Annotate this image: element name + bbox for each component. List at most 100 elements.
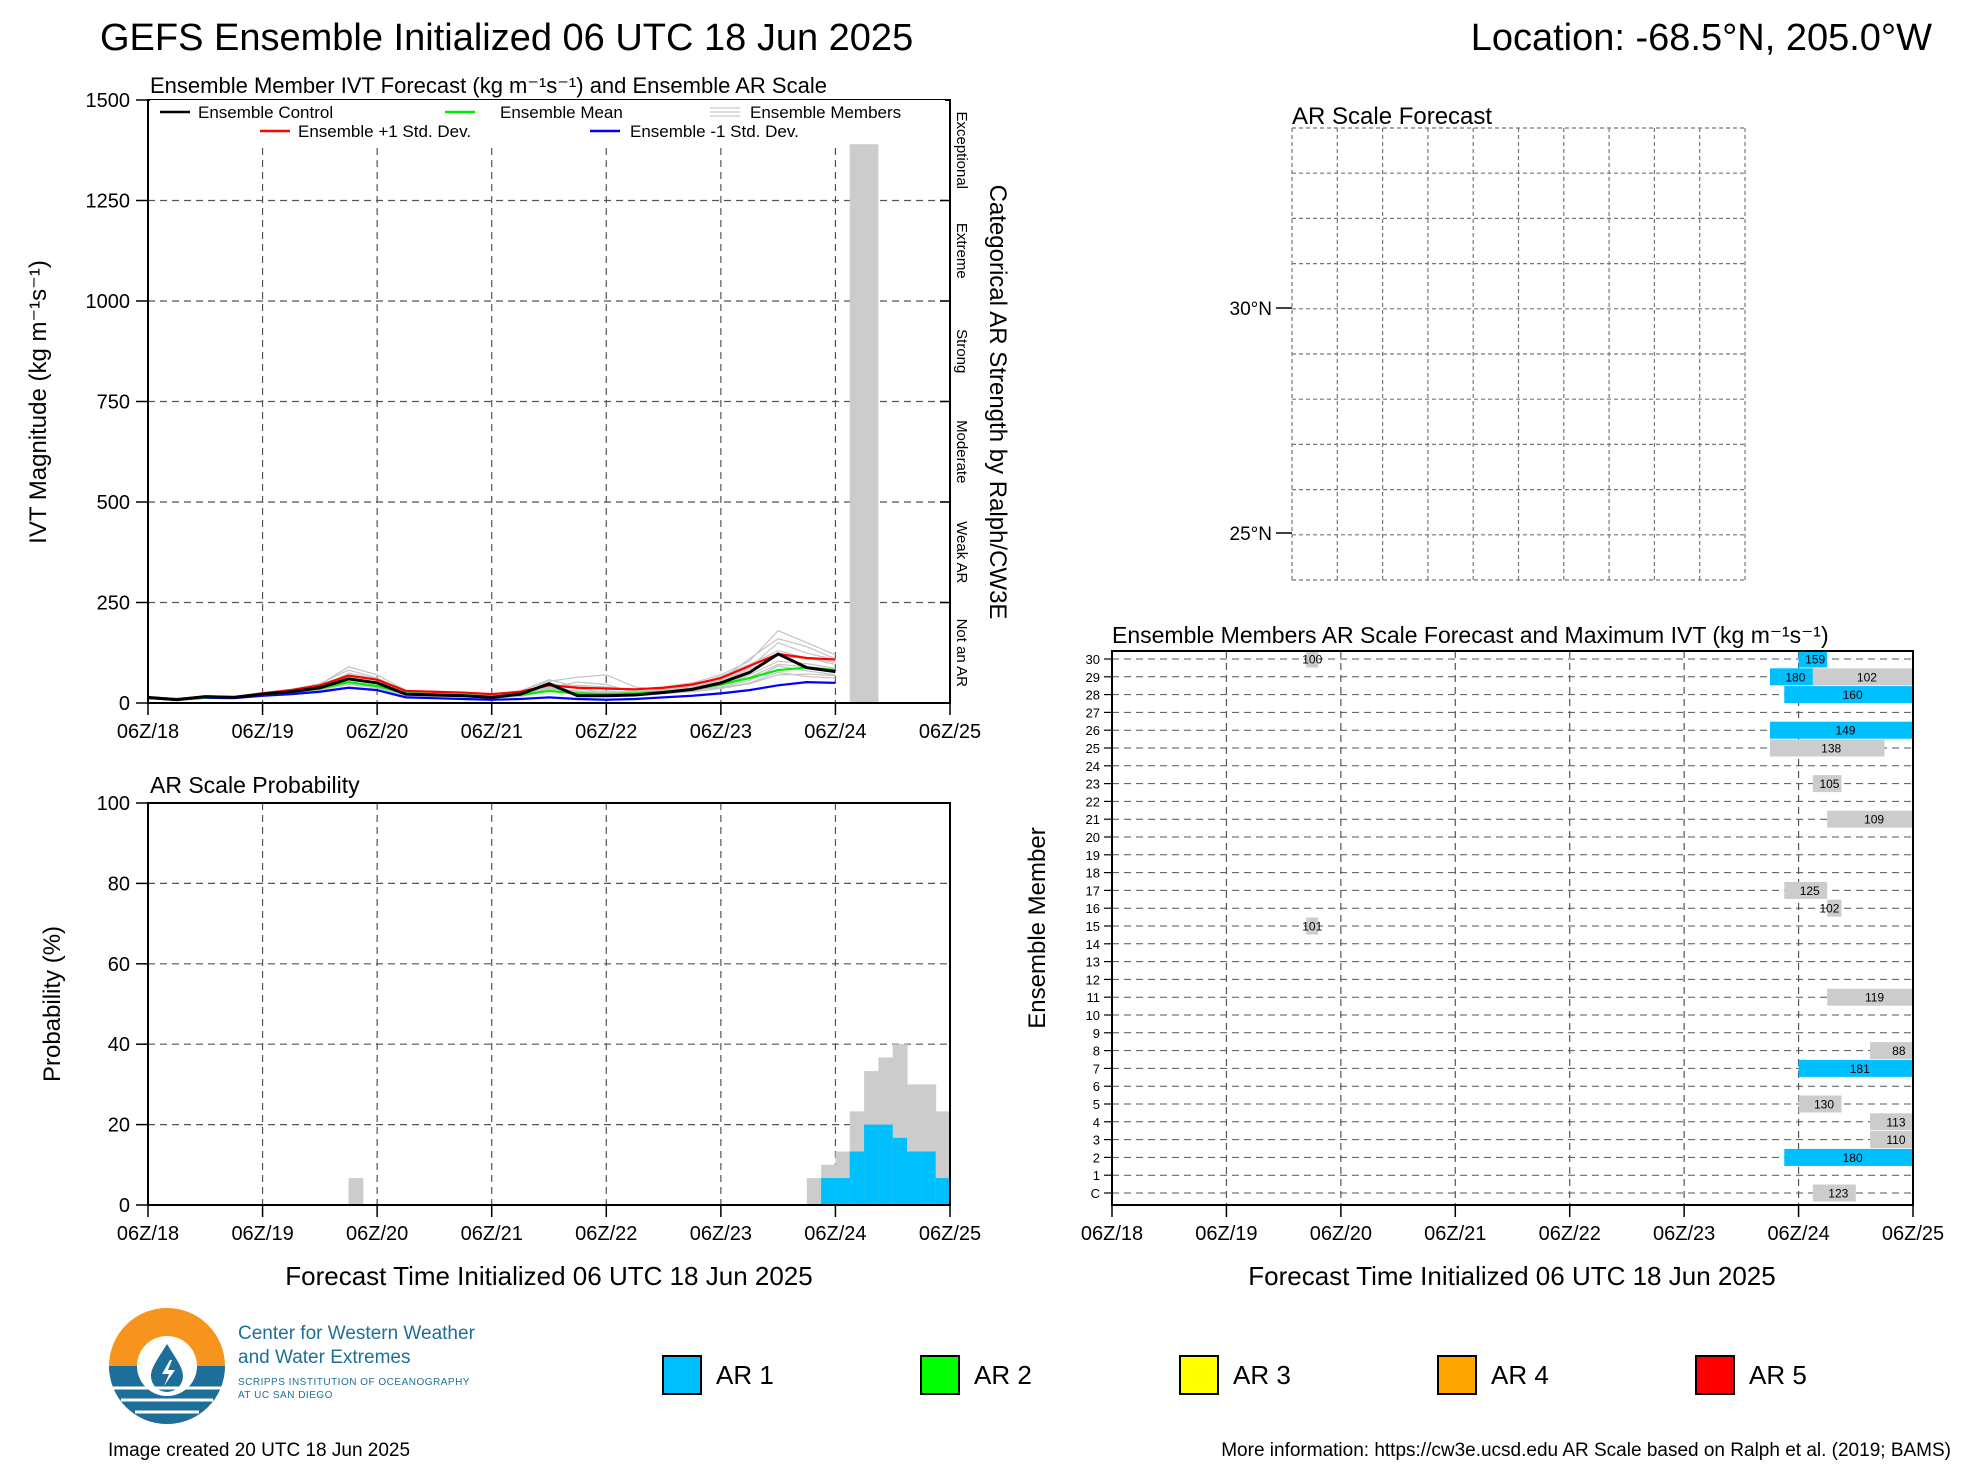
legend-ar2: AR 2 (920, 1353, 1032, 1397)
prob-total-bar (348, 1178, 364, 1205)
prob-ytick-label: 100 (97, 793, 130, 815)
legend-members-label: Ensemble Members (750, 103, 901, 122)
prob-ytick-label: 80 (108, 873, 130, 895)
legend-control: Ensemble Control (160, 103, 333, 122)
logo-name: Center for Western Weather and Water Ext… (238, 1322, 475, 1370)
image-created-note: Image created 20 UTC 18 Jun 2025 (108, 1440, 411, 1461)
members-xtick-label: 06Z/24 (1767, 1223, 1829, 1245)
members-ytick-label: 12 (1086, 972, 1100, 987)
prob-xtick-label: 06Z/20 (346, 1223, 408, 1245)
prob-xtick-label: 06Z/18 (117, 1223, 179, 1245)
logo-sub-line2: AT UC SAN DIEGO (238, 1390, 333, 1401)
prob-xtick-label: 06Z/23 (690, 1223, 752, 1245)
ivt-legend-box (150, 100, 945, 143)
members-ytick-label: 9 (1093, 1026, 1100, 1041)
ivt-xtick-label: 06Z/24 (804, 721, 866, 743)
members-ytick-label: 30 (1086, 652, 1100, 667)
map-grid (1291, 127, 1746, 581)
prob-ar1-bar (849, 1151, 865, 1205)
members-ytick-label: 27 (1086, 705, 1100, 720)
prob-axes: 0 20 40 60 80 100 06Z/18 06Z/19 06Z/20 06Z/21 06Z/… (97, 793, 982, 1245)
prob-ar1-bar (935, 1178, 951, 1205)
ivt-xtick-label: 06Z/19 (231, 721, 293, 743)
members-xtick-label: 06Z/20 (1310, 1223, 1372, 1245)
prob-ytick-label: 0 (119, 1195, 130, 1217)
prob-plot-frame (147, 802, 951, 1206)
members-ytick-label: 22 (1086, 794, 1100, 809)
map-axes: 30°N 25°N (1230, 299, 1292, 545)
prob-xtick-label: 06Z/24 (804, 1223, 866, 1245)
legend-ar1: AR 1 (662, 1353, 774, 1397)
member-event-max-ivt: 149 (1835, 724, 1855, 738)
legend-ar5-swatch (1695, 1355, 1735, 1395)
legend-minus-std: Ensemble -1 Std. Dev. (590, 122, 799, 141)
ivt-grid (148, 100, 950, 703)
member-event-bar (1812, 775, 1842, 793)
members-ytick-label: 6 (1093, 1079, 1100, 1094)
member-event-bar (1769, 668, 1813, 686)
ar-category-label: Moderate (953, 420, 970, 483)
legend-mean-label: Ensemble Mean (500, 103, 623, 122)
logo-sub-line1: SCRIPPS INSTITUTION OF OCEANOGRAPHY (238, 1377, 470, 1388)
ivt-right-label: Categorical AR Strength by Ralph/CW3E (984, 185, 1011, 620)
member-event-max-ivt: 159 (1805, 653, 1825, 667)
prob-ar1-bar (878, 1124, 894, 1205)
member-event-bar (1306, 917, 1319, 935)
member-event-bar (1870, 1042, 1913, 1060)
prob-ytick-label: 20 (108, 1115, 130, 1137)
member-event-max-ivt: 123 (1828, 1187, 1848, 1201)
ivt-ytick-label: 750 (97, 392, 130, 414)
legend-ar3-label: AR 3 (1233, 1359, 1291, 1390)
prob-ar1-bar (835, 1178, 851, 1205)
member-event-bar (1827, 988, 1913, 1006)
members-xtick-label: 06Z/25 (1882, 1223, 1944, 1245)
legend-ar4-swatch (1437, 1355, 1477, 1395)
ar-category-label: Strong (953, 329, 970, 373)
prob-total-bar (806, 1178, 822, 1205)
ivt-ytick-label: 1250 (86, 191, 131, 213)
ivt-ar-scale-bar-rect (849, 144, 879, 704)
members-ylabel: Ensemble Member (1024, 827, 1051, 1028)
prob-ar1-bar (921, 1151, 937, 1205)
legend-ar1-label: AR 1 (716, 1359, 774, 1390)
members-ytick-label: 21 (1086, 812, 1100, 827)
members-ytick-label: 14 (1086, 937, 1100, 952)
logo-subtitle: SCRIPPS INSTITUTION OF OCEANOGRAPHY AT U… (238, 1376, 470, 1402)
ivt-ar-scale-bar (849, 144, 879, 704)
members-ytick-label: 5 (1093, 1097, 1100, 1112)
members-ytick-label: 1 (1093, 1168, 1100, 1183)
members-ytick-label: 4 (1093, 1115, 1100, 1130)
member-event-max-ivt: 100 (1302, 653, 1322, 667)
members-ytick-label: 8 (1093, 1044, 1100, 1059)
ar-category-label: Exceptional (953, 111, 970, 189)
member-event-max-ivt: 138 (1821, 742, 1841, 756)
member-event-max-ivt: 109 (1864, 813, 1884, 827)
member-event-max-ivt: 119 (1865, 991, 1884, 1005)
member-event-bar (1798, 650, 1828, 668)
legend-members: Ensemble Members (710, 103, 901, 122)
legend-ar3-swatch (1179, 1355, 1219, 1395)
members-xtick-label: 06Z/21 (1424, 1223, 1486, 1245)
legend-ar2-label: AR 2 (974, 1359, 1032, 1390)
member-event-bar (1827, 810, 1913, 828)
member-event-bar (1784, 1148, 1913, 1166)
member-event-max-ivt: 130 (1814, 1098, 1834, 1112)
members-plot-frame (1111, 650, 1914, 1206)
member-event-bar (1784, 881, 1828, 899)
prob-ar1-bar (821, 1178, 836, 1205)
member-event-max-ivt: 181 (1850, 1062, 1870, 1076)
members-ytick-label: 18 (1086, 866, 1100, 881)
ivt-ylabel: IVT Magnitude (kg m⁻¹s⁻¹) (25, 260, 52, 544)
members-ytick-label: 16 (1086, 901, 1100, 916)
ivt-ytick-label: 0 (119, 693, 130, 715)
ar-category-label: Weak AR (953, 521, 970, 583)
prob-panel-title: AR Scale Probability (150, 772, 360, 798)
legend-mean: Ensemble Mean (445, 103, 623, 122)
members-ytick-label: 20 (1086, 830, 1100, 845)
member-event-max-ivt: 160 (1843, 688, 1863, 702)
prob-bars (348, 1044, 951, 1205)
members-panel-title: Ensemble Members AR Scale Forecast and M… (1112, 622, 1829, 648)
